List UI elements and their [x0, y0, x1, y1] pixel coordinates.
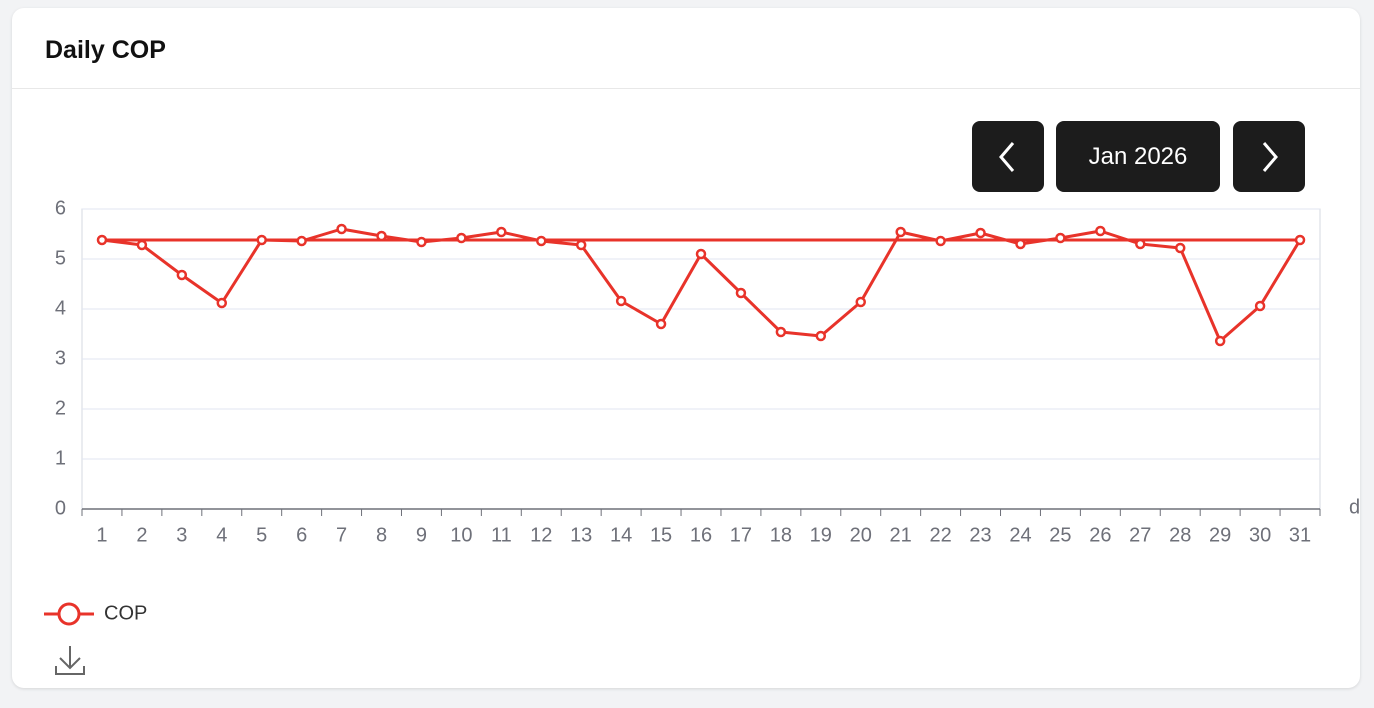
x-tick-label: 23: [969, 524, 991, 546]
y-tick-label: 1: [55, 447, 66, 469]
data-point: [216, 297, 228, 309]
x-tick-label: 21: [890, 524, 912, 546]
x-tick-label: 12: [530, 524, 552, 546]
x-tick-label: 8: [376, 524, 387, 546]
prev-month-button[interactable]: [972, 121, 1044, 192]
data-point: [855, 296, 866, 308]
data-point: [895, 226, 906, 238]
x-tick-label: 26: [1089, 524, 1111, 546]
x-tick-label: 1: [96, 524, 107, 546]
data-point: [975, 227, 986, 239]
data-point: [416, 236, 427, 248]
x-tick-label: 7: [336, 524, 347, 546]
legend-marker: [57, 602, 81, 626]
data-point: [376, 230, 387, 242]
download-icon[interactable]: [55, 646, 85, 675]
data-point: [655, 318, 667, 330]
x-tick-label: 13: [570, 524, 592, 546]
data-point: [575, 239, 587, 251]
data-point: [1015, 238, 1026, 250]
card-title: Daily COP: [45, 36, 166, 64]
x-axis-label: d: [1349, 496, 1360, 518]
data-point: [256, 234, 267, 246]
data-point: [695, 248, 707, 260]
data-point: [935, 235, 946, 247]
series-line: [101, 227, 1302, 343]
x-tick-label: 16: [690, 524, 712, 546]
x-tick-label: 18: [770, 524, 792, 546]
x-tick-label: 20: [850, 524, 872, 546]
y-tick-label: 0: [55, 497, 66, 519]
x-tick-label: 4: [216, 524, 227, 546]
x-tick-label: 24: [1009, 524, 1031, 546]
data-point: [296, 235, 307, 247]
x-tick-label: 3: [176, 524, 187, 546]
x-tick-label: 17: [730, 524, 752, 546]
y-tick-label: 2: [55, 397, 66, 419]
data-point: [136, 239, 148, 251]
x-tick-label: 27: [1129, 524, 1151, 546]
x-tick-label: 25: [1049, 524, 1071, 546]
x-tick-label: 9: [416, 524, 427, 546]
x-tick-label: 11: [491, 524, 512, 546]
x-tick-label: 22: [929, 524, 951, 546]
data-point: [176, 269, 188, 281]
x-tick-label: 31: [1289, 524, 1311, 546]
x-tick-label: 6: [296, 524, 307, 546]
month-button[interactable]: Jan 2026: [1056, 121, 1220, 192]
card: Daily COP Jan 2026: [12, 8, 1360, 688]
data-point: [1174, 242, 1186, 254]
x-tick-label: 29: [1209, 524, 1231, 546]
x-tick-label: 5: [256, 524, 267, 546]
chevron-right: [1262, 141, 1278, 172]
data-point: [1095, 225, 1106, 237]
x-tick-label: 28: [1169, 524, 1191, 546]
data-point: [815, 330, 827, 342]
legend-label: COP: [104, 602, 147, 624]
data-point: [336, 223, 347, 235]
chevron-left: [999, 141, 1015, 172]
data-point: [456, 232, 467, 244]
data-point: [775, 326, 787, 338]
data-point: [1254, 300, 1266, 312]
data-point: [735, 287, 747, 299]
x-tick-label: 14: [610, 524, 632, 546]
divider: [12, 88, 1360, 89]
y-tick-label: 4: [55, 297, 66, 319]
y-tick-label: 6: [55, 197, 66, 219]
data-point: [1214, 335, 1226, 347]
y-tick-label: 3: [55, 347, 66, 369]
next-month-button[interactable]: [1233, 121, 1305, 192]
x-tick-label: 30: [1249, 524, 1271, 546]
data-point: [1294, 234, 1306, 246]
data-point: [1055, 232, 1066, 244]
data-point: [1135, 238, 1146, 250]
x-tick-label: 15: [650, 524, 672, 546]
data-point: [536, 235, 547, 247]
data-point: [496, 226, 507, 238]
data-point: [96, 234, 108, 246]
x-tick-label: 2: [136, 524, 147, 546]
data-point: [615, 295, 627, 307]
x-tick-label: 19: [810, 524, 832, 546]
y-tick-label: 5: [55, 247, 66, 269]
x-tick-label: 10: [450, 524, 472, 546]
